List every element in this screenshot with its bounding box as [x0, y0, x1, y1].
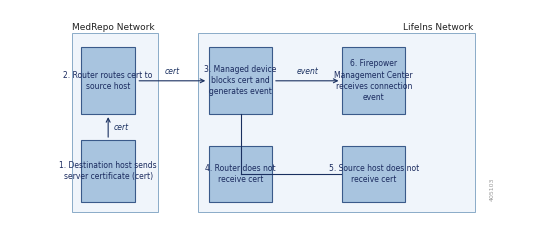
- Text: MedRepo Network: MedRepo Network: [72, 23, 155, 32]
- Bar: [72, 33, 158, 212]
- Text: 405103: 405103: [490, 178, 495, 201]
- Bar: [342, 47, 406, 114]
- Text: cert: cert: [114, 123, 128, 132]
- Bar: [209, 47, 272, 114]
- Text: LifeIns Network: LifeIns Network: [403, 23, 473, 32]
- Bar: [81, 140, 136, 202]
- Bar: [81, 47, 136, 114]
- Text: 3. Managed device
blocks cert and
generates event: 3. Managed device blocks cert and genera…: [204, 65, 277, 96]
- Text: cert: cert: [165, 67, 180, 76]
- Text: 2. Router routes cert to
source host: 2. Router routes cert to source host: [63, 70, 153, 91]
- Text: 4. Router does not
receive cert: 4. Router does not receive cert: [205, 164, 276, 184]
- Bar: [209, 146, 272, 202]
- Text: 5. Source host does not
receive cert: 5. Source host does not receive cert: [328, 164, 419, 184]
- Bar: [198, 33, 476, 212]
- Text: 1. Destination host sends
server certificate (cert): 1. Destination host sends server certifi…: [60, 161, 157, 182]
- Bar: [342, 146, 406, 202]
- Text: 6. Firepower
Management Center
receives connection
event: 6. Firepower Management Center receives …: [334, 60, 413, 102]
- Text: event: event: [296, 67, 318, 76]
